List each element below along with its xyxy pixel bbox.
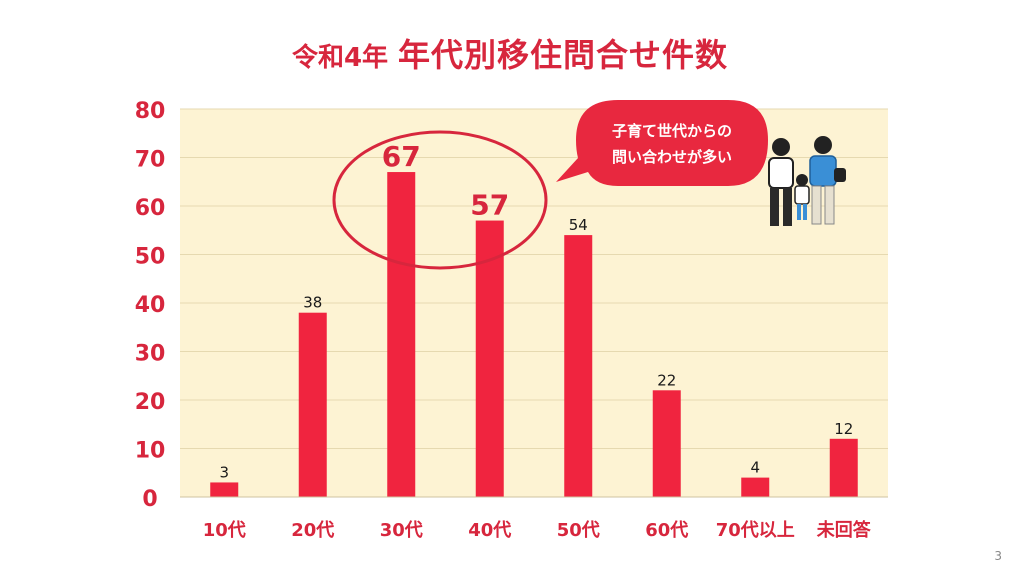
x-tick-label: 40代	[468, 520, 511, 541]
x-tick-label: 50代	[557, 520, 600, 541]
bar	[387, 172, 416, 498]
family-illustration	[768, 136, 846, 226]
callout-bubble: 子育て世代からの 問い合わせが多い	[556, 100, 768, 186]
bar	[210, 482, 239, 497]
callout-shape	[556, 100, 768, 186]
x-tick-label: 未回答	[817, 519, 872, 541]
value-label: 57	[470, 189, 509, 222]
bar	[741, 477, 770, 497]
chart-title: 令和4年 年代別移住問合せ件数	[0, 30, 1020, 76]
x-tick-label: 10代	[203, 520, 246, 541]
x-axis-labels: 10代 20代 30代 40代 50代 60代 70代以上 未回答	[203, 519, 872, 541]
x-tick-label: 20代	[291, 520, 334, 541]
x-tick-label: 70代以上	[716, 520, 795, 541]
value-label: 4	[750, 459, 760, 477]
y-axis-ticks: 0 10 20 30 40 50 60 70 80	[135, 99, 166, 512]
y-tick-label: 20	[135, 390, 166, 415]
y-tick-label: 10	[135, 439, 166, 464]
title-prefix: 令和4年	[291, 43, 389, 73]
y-tick-label: 50	[135, 245, 166, 270]
value-label: 38	[303, 294, 322, 312]
bar	[298, 312, 327, 497]
bar	[564, 235, 593, 497]
title-main: 年代別移住問合せ件数	[398, 36, 729, 74]
value-label: 54	[569, 216, 588, 234]
y-tick-label: 40	[135, 293, 166, 318]
bar	[475, 220, 504, 498]
highlight-circle	[332, 130, 548, 270]
y-tick-label: 60	[135, 196, 166, 221]
value-label: 67	[382, 140, 421, 173]
bar	[829, 438, 858, 497]
value-label: 22	[657, 371, 676, 389]
x-tick-label: 30代	[380, 520, 423, 541]
y-tick-label: 30	[135, 342, 166, 367]
callout-line-1: 子育て世代からの	[612, 122, 732, 140]
y-tick-label: 0	[142, 487, 157, 512]
bars	[210, 172, 858, 498]
page-number: 3	[994, 549, 1002, 563]
x-tick-label: 60代	[645, 520, 688, 541]
bar	[652, 390, 681, 497]
value-labels: 3 38 67 57 54 22 4 12	[219, 140, 853, 481]
y-tick-label: 70	[135, 148, 166, 173]
value-label: 3	[219, 463, 229, 481]
value-label: 12	[834, 420, 853, 438]
y-tick-label: 80	[135, 99, 166, 124]
callout-line-2: 問い合わせが多い	[612, 148, 732, 166]
